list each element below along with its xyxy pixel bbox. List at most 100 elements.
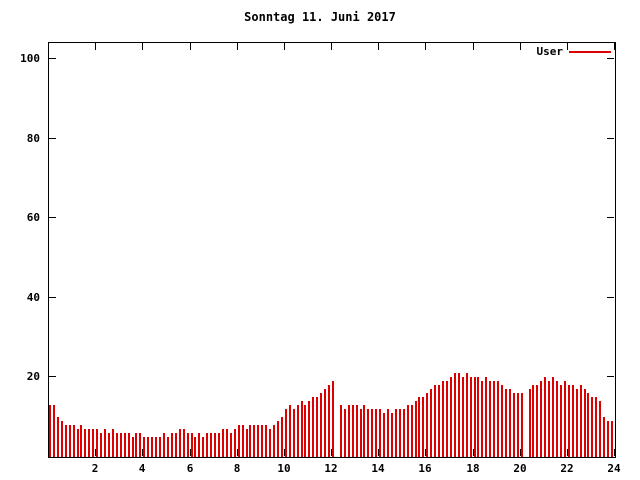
y-tick-mark	[607, 376, 614, 377]
x-tick-mark	[142, 43, 143, 50]
bar	[458, 373, 460, 457]
bar	[242, 425, 244, 457]
bar	[108, 433, 110, 457]
bar	[253, 425, 255, 457]
bar	[277, 421, 279, 457]
y-tick-label: 80	[26, 131, 40, 145]
bar	[57, 417, 59, 457]
bar	[301, 401, 303, 457]
bar	[529, 389, 531, 457]
bar	[540, 381, 542, 457]
bar	[434, 385, 436, 457]
bar	[285, 409, 287, 457]
bar	[151, 437, 153, 457]
bar	[422, 397, 424, 457]
bar	[143, 437, 145, 457]
bar	[352, 405, 354, 457]
bar	[576, 389, 578, 457]
x-tick-mark	[520, 449, 521, 456]
bar	[564, 381, 566, 457]
bar	[532, 385, 534, 457]
y-tick-mark	[49, 58, 56, 59]
bar	[155, 437, 157, 457]
x-tick-mark	[284, 43, 285, 50]
x-tick-mark	[331, 43, 332, 50]
bar	[493, 381, 495, 457]
x-tick-mark	[95, 43, 96, 50]
bar	[454, 373, 456, 457]
bar	[379, 409, 381, 457]
bar	[128, 433, 130, 457]
bar	[360, 409, 362, 457]
x-tick-mark	[95, 449, 96, 456]
bar	[418, 397, 420, 457]
y-tick-mark	[607, 138, 614, 139]
bar	[348, 405, 350, 457]
bar	[104, 429, 106, 457]
bar	[202, 437, 204, 457]
bar	[84, 429, 86, 457]
bar	[312, 397, 314, 457]
y-tick-mark	[607, 217, 614, 218]
bar	[273, 425, 275, 457]
bar	[513, 393, 515, 457]
bar	[356, 405, 358, 457]
bar	[132, 437, 134, 457]
bar	[568, 385, 570, 457]
bar	[49, 405, 51, 457]
bar	[139, 433, 141, 457]
x-tick-mark	[237, 43, 238, 50]
bar	[517, 393, 519, 457]
bar	[595, 397, 597, 457]
bar	[61, 421, 63, 457]
bar	[320, 393, 322, 457]
bar	[198, 433, 200, 457]
x-tick-mark	[190, 449, 191, 456]
bar	[340, 405, 342, 457]
bars-container	[49, 43, 615, 457]
bar	[249, 425, 251, 457]
y-tick-label: 20	[26, 370, 40, 384]
bar	[552, 377, 554, 457]
bar	[293, 409, 295, 457]
bar	[411, 405, 413, 457]
bar	[407, 405, 409, 457]
bar	[316, 397, 318, 457]
x-tick-mark	[567, 43, 568, 50]
bar	[53, 405, 55, 457]
bar	[442, 381, 444, 457]
bar	[572, 385, 574, 457]
x-tick-label: 10	[277, 462, 291, 475]
bar	[230, 433, 232, 457]
bar	[269, 429, 271, 457]
bar	[88, 429, 90, 457]
x-tick-mark	[425, 43, 426, 50]
bar	[234, 429, 236, 457]
bar	[607, 421, 609, 457]
bar	[120, 433, 122, 457]
bar	[246, 429, 248, 457]
y-tick-mark	[49, 297, 56, 298]
bar	[332, 381, 334, 457]
bar	[308, 401, 310, 457]
bar	[446, 381, 448, 457]
bar	[399, 409, 401, 457]
x-tick-label: 8	[233, 462, 241, 475]
y-tick-mark	[49, 376, 56, 377]
x-tick-label: 2	[91, 462, 99, 475]
x-tick-mark	[378, 43, 379, 50]
x-tick-mark	[378, 449, 379, 456]
x-tick-mark	[473, 449, 474, 456]
bar	[226, 429, 228, 457]
bar	[462, 377, 464, 457]
bar	[167, 437, 169, 457]
bar	[183, 429, 185, 457]
x-tick-label: 18	[466, 462, 480, 475]
legend: User	[537, 45, 611, 58]
bar	[116, 433, 118, 457]
x-tick-label: 4	[138, 462, 146, 475]
x-tick-mark	[614, 43, 615, 50]
bar	[289, 405, 291, 457]
x-tick-label: 22	[560, 462, 574, 475]
bar	[584, 389, 586, 457]
